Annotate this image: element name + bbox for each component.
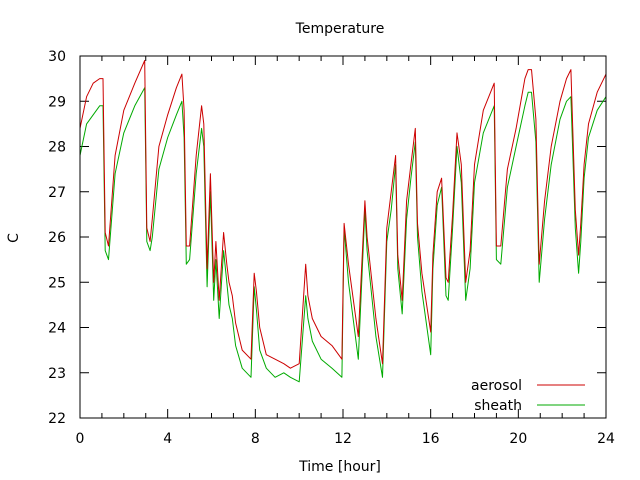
y-tick-label: 28 xyxy=(48,140,66,156)
x-tick-label: 8 xyxy=(251,431,260,447)
y-tick-label: 24 xyxy=(48,321,66,337)
plot-frame xyxy=(79,55,607,419)
x-tick-label: 24 xyxy=(597,431,615,447)
y-tick-label: 30 xyxy=(48,49,66,65)
x-axis-title: Time [hour] xyxy=(298,459,381,475)
y-tick-label: 26 xyxy=(48,230,66,246)
series-line-aerosol xyxy=(79,60,607,369)
axis-ticks: 0 4 8 12 16 20 24 22 23 24 25 26 27 28 29 30 xyxy=(48,49,615,447)
x-tick-label: 4 xyxy=(163,431,172,447)
legend: aerosol sheath xyxy=(471,378,585,414)
x-tick-label: 0 xyxy=(76,431,85,447)
y-tick-label: 29 xyxy=(48,94,66,110)
x-tick-label: 20 xyxy=(509,431,527,447)
chart-title: Temperature xyxy=(295,21,385,37)
x-tick-label: 16 xyxy=(422,431,440,447)
x-tick-label: 12 xyxy=(334,431,352,447)
legend-label-aerosol: aerosol xyxy=(471,378,522,394)
legend-label-sheath: sheath xyxy=(474,398,522,414)
y-tick-label: 25 xyxy=(48,275,66,291)
y-tick-label: 23 xyxy=(48,366,66,382)
series-layer xyxy=(79,60,607,383)
y-tick-label: 27 xyxy=(48,185,66,201)
y-axis-title: C xyxy=(6,233,22,243)
series-line-sheath xyxy=(79,87,607,383)
y-tick-label: 22 xyxy=(48,411,66,427)
